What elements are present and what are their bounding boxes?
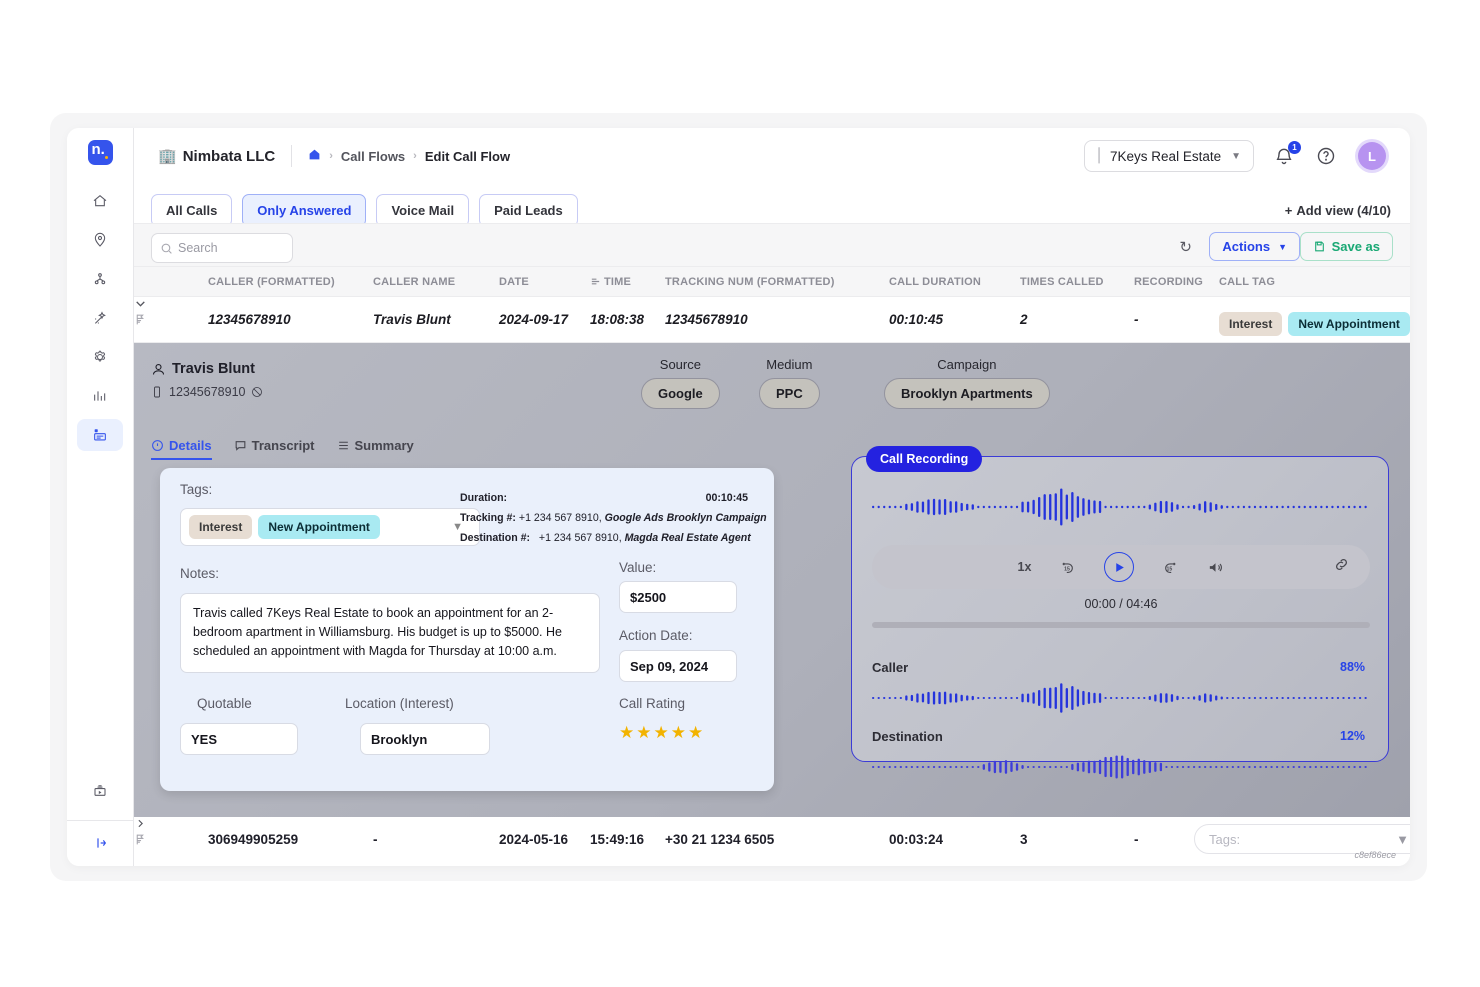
svg-text:15: 15 xyxy=(1167,566,1173,572)
svg-text:15: 15 xyxy=(1065,566,1071,572)
